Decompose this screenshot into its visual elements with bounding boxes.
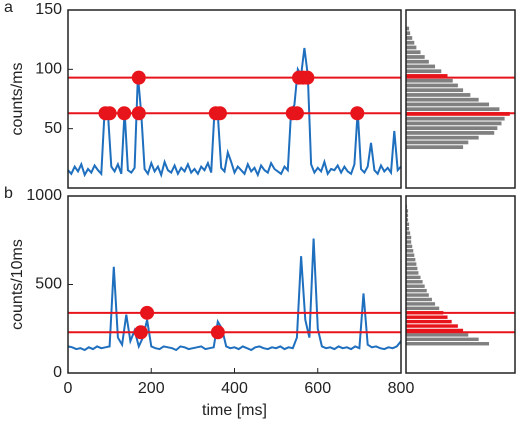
histogram-bar — [406, 78, 453, 83]
histogram-bar — [406, 209, 409, 213]
histogram-bar — [406, 262, 417, 266]
y-tick-label: 50 — [44, 120, 62, 137]
histogram-bar — [406, 135, 479, 140]
histogram-bar — [406, 293, 429, 297]
histogram-bar — [406, 288, 427, 293]
event-marker — [212, 106, 227, 121]
histogram-bar — [406, 26, 410, 31]
histogram-bar — [406, 266, 418, 271]
histogram-bar — [406, 213, 409, 218]
histogram-bar — [406, 102, 490, 107]
histogram-bar — [406, 306, 440, 311]
event-marker — [117, 106, 132, 121]
histogram-bar — [406, 107, 500, 112]
histogram-bar — [406, 45, 417, 50]
y-axis-label: counts/ms — [9, 63, 26, 136]
plot-frame — [405, 9, 516, 189]
histogram-bar — [406, 222, 410, 226]
histogram-bar — [406, 342, 490, 346]
panel-label: b — [4, 185, 13, 202]
plot-frame — [67, 195, 402, 374]
histogram-bar — [406, 83, 458, 88]
x-axis-label: time [ms] — [202, 402, 267, 419]
histogram-bar — [406, 249, 414, 253]
histogram-bar — [406, 315, 448, 319]
histogram-bar — [406, 131, 495, 135]
event-marker — [133, 325, 148, 340]
plot-frame — [67, 9, 402, 189]
data-line — [67, 238, 402, 352]
histogram-bar — [406, 97, 479, 102]
histogram-bar — [406, 145, 464, 150]
histogram-bar — [406, 74, 448, 78]
histogram-bar — [406, 50, 421, 55]
data-line — [67, 47, 402, 179]
histogram-bar — [406, 337, 479, 342]
y-tick-label: 100 — [35, 61, 62, 78]
histogram-bar — [406, 140, 469, 145]
histogram-bar — [406, 36, 413, 40]
histogram-bar — [406, 302, 436, 306]
event-marker — [350, 106, 365, 121]
histogram-bar — [406, 116, 505, 121]
histogram-bar — [406, 226, 410, 231]
histogram-bar — [406, 59, 429, 64]
histogram-bar — [406, 231, 411, 235]
histogram-bar — [406, 244, 413, 249]
event-marker — [300, 70, 315, 85]
event-marker — [210, 325, 225, 340]
histogram-bar — [406, 284, 425, 288]
y-tick-label: 0 — [53, 364, 62, 381]
event-marker — [131, 70, 146, 85]
histogram-bar — [406, 121, 502, 126]
histogram-bar — [406, 324, 458, 328]
panel-label: a — [4, 0, 13, 16]
histogram-bar — [406, 319, 452, 324]
histogram-bar — [406, 257, 416, 262]
event-marker — [140, 305, 155, 320]
histogram-bar — [406, 253, 415, 257]
histogram-bar — [406, 240, 412, 244]
histogram-bar — [406, 297, 432, 302]
y-tick-label: 150 — [35, 1, 62, 18]
x-tick-label: 800 — [388, 380, 415, 397]
histogram-bar — [406, 88, 464, 93]
x-tick-label: 600 — [304, 380, 331, 397]
histogram-bar — [406, 275, 421, 280]
histogram-bar — [406, 271, 419, 275]
histogram-bar — [406, 40, 415, 45]
x-tick-label: 400 — [221, 380, 248, 397]
event-marker — [102, 106, 117, 121]
histogram-bar — [406, 328, 464, 333]
histogram-bar — [406, 31, 411, 36]
event-marker — [131, 106, 146, 121]
y-axis-label: counts/10ms — [9, 239, 26, 330]
histogram-bar — [406, 280, 423, 284]
histogram-bar — [406, 69, 442, 74]
histogram-bar — [406, 218, 409, 222]
histogram-bar — [406, 333, 469, 337]
event-marker — [289, 106, 304, 121]
histogram-bar — [406, 64, 436, 69]
x-tick-label: 0 — [64, 380, 73, 397]
y-tick-label: 500 — [35, 276, 62, 293]
histogram-bar — [406, 93, 471, 97]
plot-frame — [405, 195, 516, 374]
histogram-bar — [406, 126, 498, 131]
histogram-bar — [406, 235, 412, 240]
y-tick-label: 1000 — [26, 187, 62, 204]
histogram-bar — [406, 55, 425, 59]
x-tick-label: 200 — [138, 380, 165, 397]
